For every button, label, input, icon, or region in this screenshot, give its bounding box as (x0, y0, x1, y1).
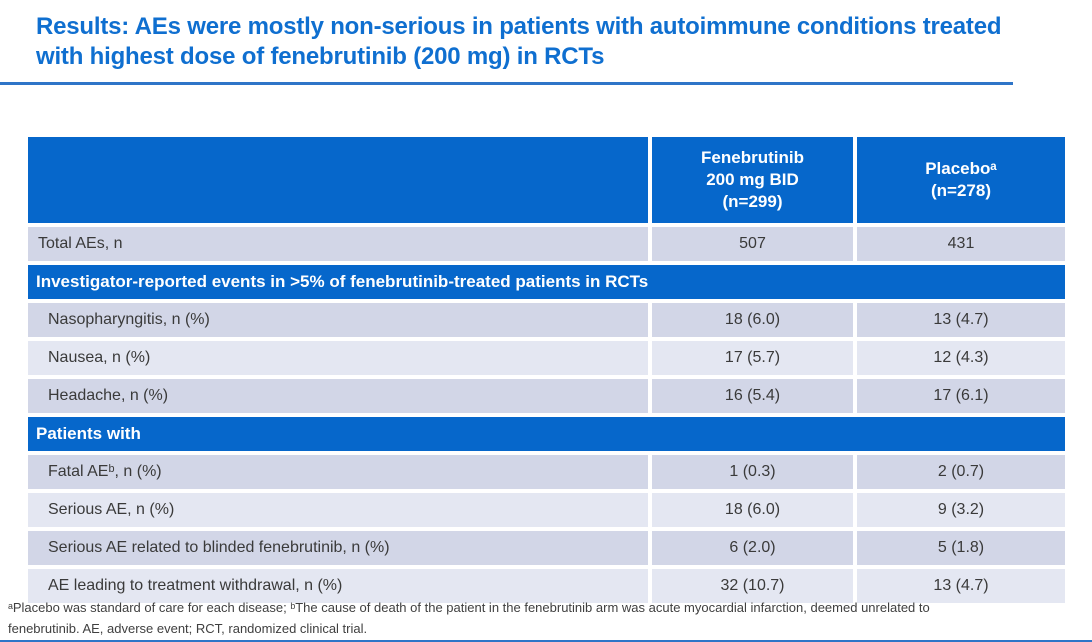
row-value-total-aes-placebo: 431 (857, 227, 1065, 261)
title-rule (0, 82, 1013, 85)
row-value-fatal-ae-placebo: 2 (0.7) (857, 455, 1065, 489)
row-value-ae-withdrawal-fenebrutinib: 32 (10.7) (652, 569, 853, 603)
row-value-serious-ae-fenebrutinib: 18 (6.0) (652, 493, 853, 527)
row-label-ae-withdrawal: AE leading to treatment withdrawal, n (%… (28, 569, 648, 603)
row-value-nasopharyngitis-placebo: 13 (4.7) (857, 303, 1065, 337)
row-label-nasopharyngitis: Nasopharyngitis, n (%) (28, 303, 648, 337)
results-table: Fenebrutinib 200 mg BID (n=299) Placeboᵃ… (28, 137, 1065, 603)
slide-title: Results: AEs were mostly non-serious in … (36, 13, 1002, 70)
row-label-serious-ae: Serious AE, n (%) (28, 493, 648, 527)
row-value-serious-ae-placebo: 9 (3.2) (857, 493, 1065, 527)
header-cell-placebo: Placeboᵃ (n=278) (857, 137, 1065, 223)
footnote-line-1: ᵃPlacebo was standard of care for each d… (8, 600, 930, 615)
row-label-total-aes: Total AEs, n (28, 227, 648, 261)
section-header-patients-with: Patients with (28, 417, 1065, 451)
footnote-line-2: fenebrutinib. AE, adverse event; RCT, ra… (8, 621, 368, 636)
row-value-headache-placebo: 17 (6.1) (857, 379, 1065, 413)
row-value-ae-withdrawal-placebo: 13 (4.7) (857, 569, 1065, 603)
row-label-nausea: Nausea, n (%) (28, 341, 648, 375)
row-value-serious-ae-related-fenebrutinib: 6 (2.0) (652, 531, 853, 565)
row-value-nausea-placebo: 12 (4.3) (857, 341, 1065, 375)
section-header-investigator-reported-events: Investigator-reported events in >5% of f… (28, 265, 1065, 299)
row-label-fatal-ae: Fatal AEᵇ, n (%) (28, 455, 648, 489)
row-value-total-aes-fenebrutinib: 507 (652, 227, 853, 261)
row-value-headache-fenebrutinib: 16 (5.4) (652, 379, 853, 413)
header-cell-empty (28, 137, 648, 223)
row-label-headache: Headache, n (%) (28, 379, 648, 413)
row-value-fatal-ae-fenebrutinib: 1 (0.3) (652, 455, 853, 489)
row-label-serious-ae-related: Serious AE related to blinded fenebrutin… (28, 531, 648, 565)
row-value-serious-ae-related-placebo: 5 (1.8) (857, 531, 1065, 565)
header-cell-fenebrutinib: Fenebrutinib 200 mg BID (n=299) (652, 137, 853, 223)
bottom-rule (0, 640, 1092, 642)
footnote: ᵃPlacebo was standard of care for each d… (8, 597, 1080, 639)
row-value-nasopharyngitis-fenebrutinib: 18 (6.0) (652, 303, 853, 337)
row-value-nausea-fenebrutinib: 17 (5.7) (652, 341, 853, 375)
